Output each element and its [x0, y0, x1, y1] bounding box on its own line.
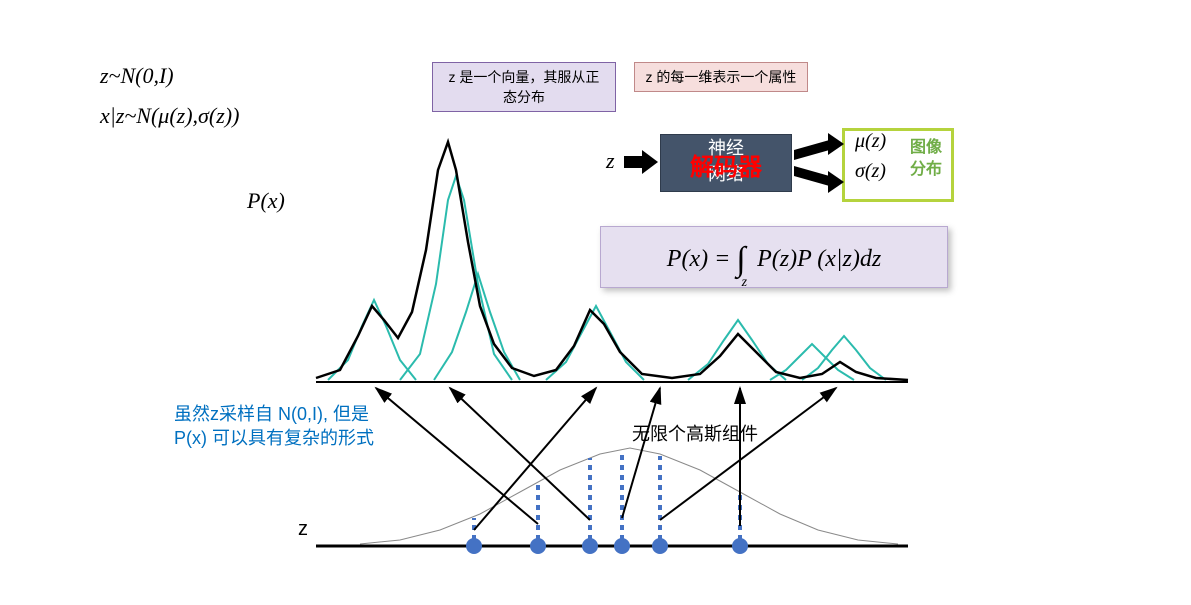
flow-arrows — [624, 133, 844, 193]
sample-arrows — [376, 388, 836, 530]
diagram-svg — [0, 0, 1191, 605]
z-samples — [466, 452, 748, 554]
diagram-root: z~N(0,I) x|z~N(μ(z),σ(z)) P(x) z 是一个向量，其… — [0, 0, 1191, 605]
gaussian-components — [328, 176, 886, 380]
